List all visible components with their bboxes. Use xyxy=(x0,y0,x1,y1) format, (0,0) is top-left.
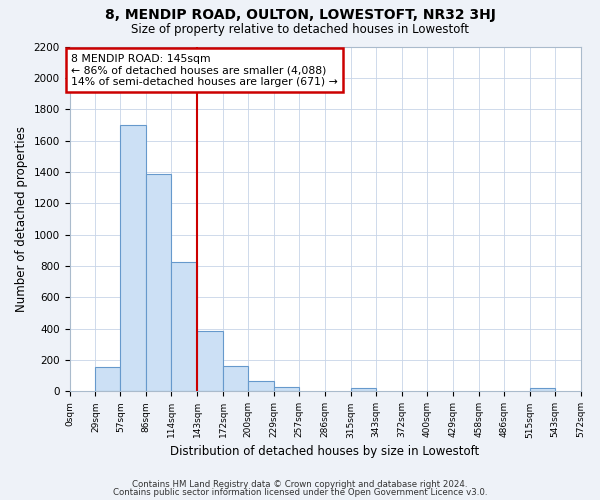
Text: 8 MENDIP ROAD: 145sqm
← 86% of detached houses are smaller (4,088)
14% of semi-d: 8 MENDIP ROAD: 145sqm ← 86% of detached … xyxy=(71,54,338,87)
Bar xyxy=(274,387,299,392)
Bar xyxy=(146,174,172,392)
X-axis label: Distribution of detached houses by size in Lowestoft: Distribution of detached houses by size … xyxy=(170,444,479,458)
Text: Contains HM Land Registry data © Crown copyright and database right 2024.: Contains HM Land Registry data © Crown c… xyxy=(132,480,468,489)
Bar xyxy=(172,262,197,392)
Bar xyxy=(197,331,223,392)
Bar xyxy=(121,125,146,392)
Text: Contains public sector information licensed under the Open Government Licence v3: Contains public sector information licen… xyxy=(113,488,487,497)
Y-axis label: Number of detached properties: Number of detached properties xyxy=(15,126,28,312)
Text: Size of property relative to detached houses in Lowestoft: Size of property relative to detached ho… xyxy=(131,22,469,36)
Text: 8, MENDIP ROAD, OULTON, LOWESTOFT, NR32 3HJ: 8, MENDIP ROAD, OULTON, LOWESTOFT, NR32 … xyxy=(104,8,496,22)
Bar xyxy=(223,366,248,392)
Bar xyxy=(351,388,376,392)
Bar xyxy=(248,382,274,392)
Bar xyxy=(530,388,554,392)
Bar xyxy=(95,367,121,392)
